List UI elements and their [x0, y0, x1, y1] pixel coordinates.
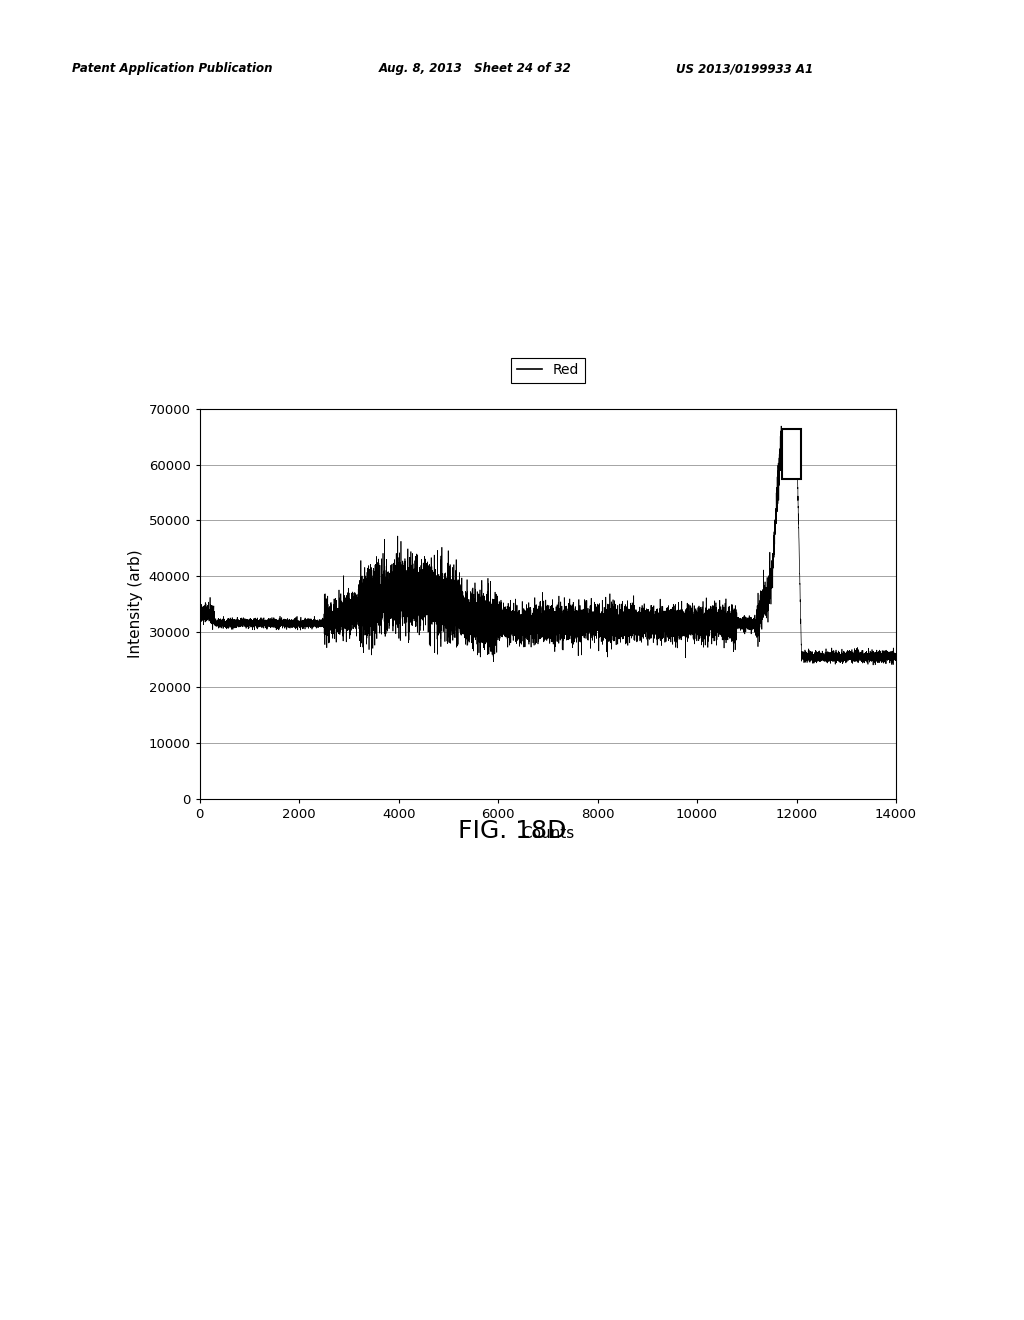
Text: US 2013/0199933 A1: US 2013/0199933 A1 — [676, 62, 813, 75]
Legend: Red: Red — [511, 358, 585, 383]
X-axis label: Counts: Counts — [521, 826, 574, 841]
Y-axis label: Intensity (arb): Intensity (arb) — [128, 549, 143, 659]
Text: Aug. 8, 2013   Sheet 24 of 32: Aug. 8, 2013 Sheet 24 of 32 — [379, 62, 571, 75]
Bar — [781, 429, 802, 479]
Text: Patent Application Publication: Patent Application Publication — [72, 62, 272, 75]
Text: FIG. 18D: FIG. 18D — [458, 820, 566, 843]
